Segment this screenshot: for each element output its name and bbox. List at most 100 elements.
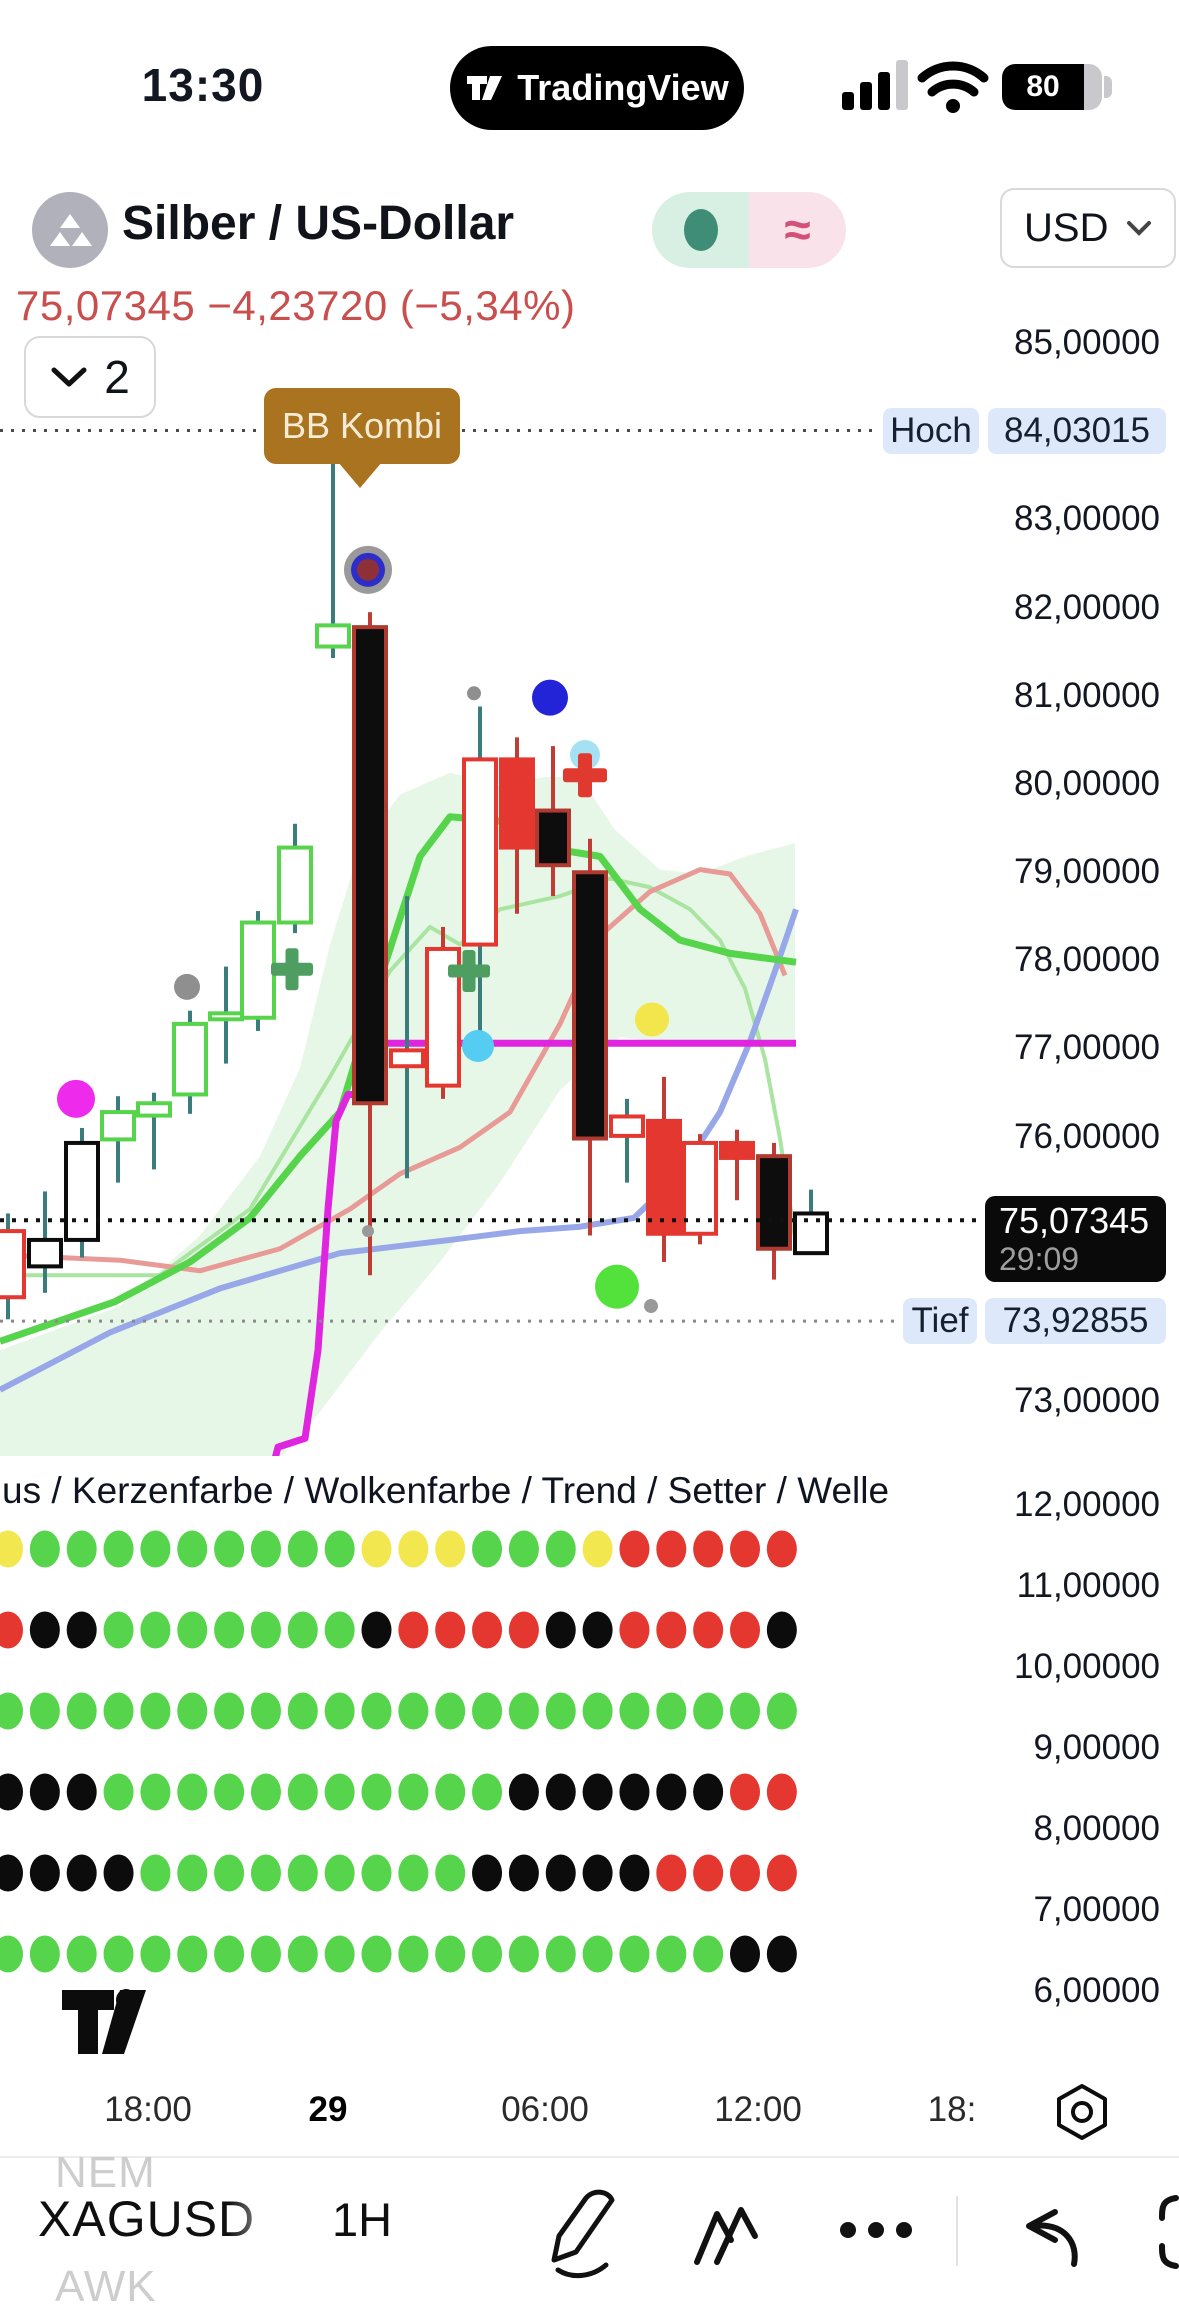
signal-dot (177, 1854, 208, 1892)
signal-icon (842, 60, 908, 110)
signal-dot (0, 1530, 23, 1568)
signal-dot (140, 1611, 171, 1649)
interval-button[interactable]: 1H (332, 2193, 393, 2246)
yellow-dot-marker (635, 1002, 669, 1037)
axis-tick: 6,00000 (1033, 1971, 1160, 2010)
toggle-right[interactable]: ≈ (749, 192, 846, 268)
tradingview-logo-icon (467, 76, 503, 100)
signal-dot (766, 1854, 797, 1892)
axis-tick: 81,00000 (1014, 675, 1160, 715)
candle (389, 896, 425, 1179)
signal-dot (545, 1935, 576, 1973)
green-plus-marker (285, 948, 299, 991)
signal-dot (29, 1773, 60, 1811)
watchlist-item-ghost-above: NEM (55, 2148, 156, 2197)
candle (462, 706, 498, 1033)
chart-style-toggle[interactable]: ≈ (652, 192, 846, 268)
signal-dot (730, 1773, 760, 1811)
signal-dot (214, 1773, 245, 1811)
signal-dot (66, 1530, 97, 1568)
change-pct-text: (−5,34%) (399, 282, 576, 329)
candle (172, 1010, 208, 1114)
salmon-line (0, 867, 788, 1274)
signal-dot (287, 1611, 318, 1649)
battery-icon: 80 (1002, 64, 1102, 110)
candle (27, 1191, 63, 1293)
candle (0, 1213, 26, 1320)
signal-dot (545, 1773, 576, 1811)
signal-dot (656, 1854, 687, 1892)
signal-dot (0, 1773, 23, 1811)
signal-dot (103, 1530, 134, 1568)
axis-tick: 77,00000 (1014, 1028, 1160, 1068)
signal-dot (66, 1692, 97, 1730)
pill-label: TradingView (517, 67, 729, 108)
symbol-title[interactable]: Silber / US-Dollar (122, 197, 515, 250)
clock-time: 13:30 (141, 59, 265, 111)
axis-tick: 7,00000 (1033, 1890, 1160, 1929)
axis-tick: 73,00000 (1014, 1381, 1160, 1421)
magenta-dot-marker (57, 1079, 95, 1118)
symbol-avatar[interactable] (32, 192, 108, 268)
signal-dot (0, 1692, 23, 1730)
signal-dot (545, 1530, 576, 1568)
signal-dot (0, 1935, 23, 1973)
silver-icon (50, 214, 92, 246)
signal-dot (619, 1935, 650, 1973)
signal-dot (582, 1530, 613, 1568)
signal-dot (177, 1773, 208, 1811)
signal-dot (324, 1692, 355, 1730)
dynamic-island-tradingview: TradingView (450, 46, 744, 130)
currency-select[interactable]: USD (1000, 188, 1176, 268)
signal-dot (619, 1611, 650, 1649)
signal-dot (693, 1692, 724, 1730)
toggle-left-active[interactable] (652, 192, 749, 268)
time-tick: 06:00 (501, 2090, 589, 2129)
bb-kombi-tooltip[interactable]: BB Kombi (264, 388, 460, 464)
dot-row (0, 1611, 797, 1649)
axis-tick: 10,00000 (1014, 1647, 1160, 1686)
signal-dot (140, 1854, 171, 1892)
signal-dot (324, 1530, 355, 1568)
time-tick: 18: (927, 2090, 977, 2129)
hidden-indicator-count: 2 (104, 351, 130, 403)
symbol-fade (228, 2185, 318, 2255)
signal-dot (324, 1611, 355, 1649)
signal-dot (766, 1530, 797, 1568)
signal-dot (435, 1854, 466, 1892)
signal-dot (619, 1854, 650, 1892)
last-price-axis-label: 75,07345 29:09 (985, 1196, 1166, 1282)
signal-dot (214, 1935, 245, 1973)
concentric-marker (357, 558, 379, 581)
collapse-indicators-button[interactable]: 2 (24, 336, 156, 418)
signal-dot (287, 1935, 318, 1973)
signal-dot (730, 1692, 760, 1730)
status-icons (842, 60, 989, 113)
candle (535, 746, 571, 897)
gray-dot-marker (174, 973, 200, 1000)
signal-dot (508, 1935, 539, 1973)
signal-dot (177, 1692, 208, 1730)
signal-dot (324, 1854, 355, 1892)
candle (100, 1096, 136, 1183)
change-text: −4,23720 (207, 282, 388, 329)
signal-dot (730, 1854, 760, 1892)
signal-dot (619, 1773, 650, 1811)
axis-tick: 8,00000 (1033, 1809, 1160, 1848)
signal-dot (0, 1854, 23, 1892)
signal-dot (361, 1611, 392, 1649)
signal-dot (508, 1692, 539, 1730)
signal-dot (435, 1611, 466, 1649)
indicator-title[interactable]: us / Kerzenfarbe / Wolkenfarbe / Trend /… (2, 1470, 890, 1511)
signal-dot (287, 1692, 318, 1730)
bb-kombi-tooltip-pointer (338, 462, 382, 488)
gray-dot-small (644, 1299, 658, 1314)
signal-dot (508, 1854, 539, 1892)
candle (499, 737, 535, 914)
signal-dot (435, 1530, 466, 1568)
signal-dot (619, 1692, 650, 1730)
signal-dot (582, 1611, 613, 1649)
symbol-button[interactable]: XAGUSD (38, 2191, 256, 2247)
axis-tick: 11,00000 (1016, 1566, 1160, 1605)
